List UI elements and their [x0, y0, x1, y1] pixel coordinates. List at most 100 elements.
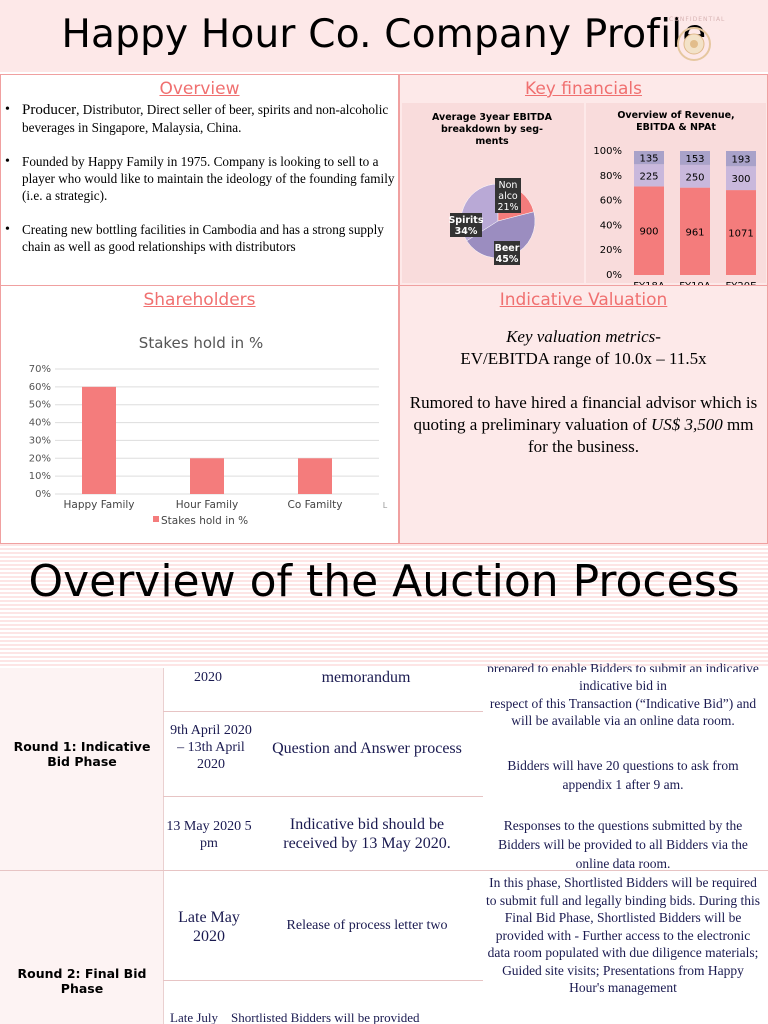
data-label: 135 [639, 154, 658, 165]
y-tick-label: 20% [600, 245, 622, 256]
y-tick-label: 0% [35, 489, 51, 500]
pie-label: 34% [455, 226, 478, 237]
valuation-para-end: mm for the business. [528, 415, 754, 456]
x-tick-label: Co Familty [288, 499, 343, 511]
x-tick-label: FY20E [726, 281, 757, 285]
row-step: Release of process letter two [286, 918, 448, 933]
row-clipped: Late July Shortlisted Bidders will be pr… [170, 1010, 420, 1024]
valuation-panel: Indicative Valuation Key valuation metri… [399, 285, 768, 544]
pie-label: Non [499, 180, 518, 191]
company-profile-slide: Happy Hour Co. Company Profile CONFIDENT… [0, 0, 768, 544]
revenue-stacked-chart: Overview of Revenue,EBITDA & NPAt 0% 20% 40… [593, 110, 756, 285]
row-desc: Bidders will have 20 questions to ask fr… [507, 758, 739, 792]
data-label: 193 [731, 155, 750, 166]
data-label: 300 [731, 174, 750, 185]
pie-label: 45% [496, 254, 519, 265]
chart-title: Stakes hold in % [139, 334, 263, 352]
bar-segment [680, 151, 710, 165]
data-label: 900 [639, 227, 658, 238]
row-desc-top: prepared to enable Bidders to submit an … [487, 661, 759, 672]
data-label: 250 [685, 172, 704, 183]
y-tick-label: 40% [600, 220, 622, 231]
y-tick-label: 30% [29, 435, 51, 446]
auction-title-band: Overview of the Auction Process [0, 544, 768, 668]
pie-label-box [494, 241, 520, 265]
bar-segment [680, 164, 710, 188]
valuation-heading: Indicative Valuation [499, 290, 668, 310]
auction-title: Overview of the Auction Process [28, 556, 740, 607]
pie-label-box [450, 213, 482, 237]
shareholders-panel: Shareholders Stakes hold in % 0% 10% 20% 30%… [0, 285, 399, 544]
x-tick-label: FY18A [633, 281, 665, 285]
y-tick-label: 20% [29, 453, 51, 464]
bar [298, 458, 332, 494]
shareholders-heading: Shareholders [143, 290, 256, 310]
chart-title: Overview of Revenue, [617, 110, 734, 121]
data-label: 1071 [728, 229, 753, 240]
list-item: Producer, Distributor, Direct seller of … [5, 101, 397, 136]
valuation-metrics-line: EV/EBITDA range of 10.0x – 11.5x [460, 349, 707, 368]
chart-title: Average 3year EBITDA [432, 112, 553, 123]
valuation-amount: US$ 3,500 [650, 415, 723, 434]
bullet-lead: Producer [22, 102, 77, 118]
pie-label-box [495, 178, 521, 213]
bar-segment [680, 187, 710, 275]
list-item: Founded by Happy Family in 1975. Company… [5, 153, 397, 204]
y-tick-label: 100% [593, 146, 622, 157]
y-tick-label: 10% [29, 471, 51, 482]
pie-label: alco [498, 191, 518, 202]
y-tick-label: 50% [29, 400, 51, 411]
valuation-text: Key valuation metrics- EV/EBITDA range o… [400, 326, 767, 458]
row-date: 2020 [194, 670, 222, 685]
bar-segment [726, 190, 756, 275]
chart-title: breakdown by seg- [441, 124, 543, 135]
bar [190, 458, 224, 494]
divider [163, 796, 483, 797]
y-tick-label: 60% [29, 382, 51, 393]
row-step: memorandum [321, 669, 411, 686]
divider [0, 870, 768, 871]
row-desc: In this phase, Shortlisted Bidders will … [485, 875, 761, 995]
bar-segment [726, 151, 756, 167]
legend-label: Stakes hold in % [161, 515, 248, 527]
auction-process-slide: Overview of the Auction Process Round 1:… [0, 544, 768, 1024]
pie-label: Spirits [448, 215, 483, 226]
bar-segment [634, 164, 664, 187]
bar [82, 386, 116, 494]
row-step: Indicative bid should be received by 13 … [283, 816, 451, 852]
valuation-para-start: Rumored to have hired a financial adviso… [409, 393, 758, 434]
round2-label: Round 2: Final Bid Phase [17, 966, 147, 996]
overview-bullets: Producer, Distributor, Direct seller of … [5, 101, 397, 272]
row-date: Late May 2020 [178, 909, 240, 945]
confidential-seal: CONFIDENTIAL [669, 16, 724, 62]
round1-label-cell [0, 668, 163, 870]
page-title: Happy Hour Co. Company Profile [61, 12, 707, 57]
auction-table: Round 1: Indicative Bid Phase Round 2: F… [0, 661, 768, 1024]
y-tick-label: 40% [29, 418, 51, 429]
row-step: Question and Answer process [272, 740, 462, 757]
y-tick-label: 60% [600, 196, 622, 207]
y-tick-label: 0% [606, 270, 622, 281]
x-tick-label: L [383, 501, 388, 510]
row-date: 13 May 2020 5 pm [166, 819, 252, 851]
bullet-text: Founded by Happy Family in 1975. Company… [22, 154, 395, 203]
row-date: 9th April 2020 – 13th April 2020 [170, 723, 252, 772]
key-financials-heading: Key financials [525, 79, 642, 99]
title-bar: Happy Hour Co. Company Profile CONFIDENT… [0, 0, 768, 72]
divider [163, 711, 483, 712]
bullet-text: Creating new bottling facilities in Camb… [22, 222, 384, 254]
valuation-paragraph: Rumored to have hired a financial adviso… [408, 392, 759, 458]
overview-heading: Overview [159, 79, 240, 99]
row-desc: Responses to the questions submitted by … [498, 818, 748, 871]
round2-label-cell [0, 871, 163, 1024]
data-label: 153 [685, 154, 704, 165]
divider [163, 668, 164, 1024]
chart-title: ments [475, 136, 509, 147]
chart-title: EBITDA & NPAt [636, 122, 716, 133]
row-desc-part: indicative bid in [579, 678, 667, 693]
bullet-text: , Distributor, Direct seller of beer, sp… [22, 102, 389, 135]
x-tick-label: Hour Family [176, 499, 238, 511]
list-item: Creating new bottling facilities in Camb… [5, 221, 397, 255]
